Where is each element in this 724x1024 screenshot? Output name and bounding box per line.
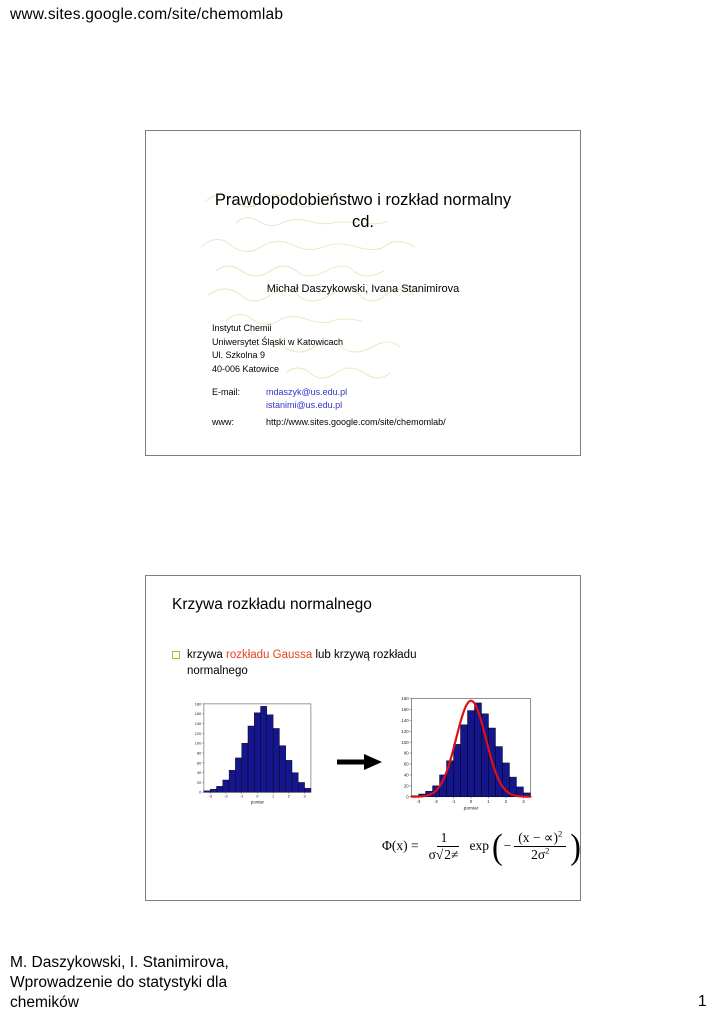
svg-text:3: 3 [522, 799, 525, 804]
footer-line: M. Daszykowski, I. Stanimirova, [10, 954, 229, 971]
bullet-square-icon [172, 651, 180, 659]
svg-text:-2: -2 [434, 799, 438, 804]
svg-text:120: 120 [195, 731, 202, 736]
formula-frac2-num-base: (x − ∝) [518, 830, 558, 845]
formula-frac2-den: 2σ2 [527, 845, 553, 863]
slide-title-page: Prawdopodobieństwo i rozkład normalny cd.… [145, 130, 581, 456]
formula-frac2-num: (x − ∝)2 [514, 828, 567, 847]
svg-text:1: 1 [272, 794, 274, 799]
formula-left-paren: ( [491, 825, 503, 866]
svg-text:100: 100 [401, 740, 409, 745]
address-line: 40-006 Katowice [212, 363, 280, 374]
slide1-title-line2: cd. [351, 213, 374, 231]
svg-text:140: 140 [195, 721, 202, 726]
svg-text:2: 2 [288, 794, 290, 799]
page-number: 1 [698, 993, 707, 1010]
svg-text:60: 60 [197, 760, 202, 765]
formula-frac1-den: σ√2≠ [425, 845, 464, 863]
bullet-text-pre: krzywa [187, 649, 226, 661]
email-row: E-mail: mdaszyk@us.edu.pl [212, 386, 446, 399]
svg-text:-1: -1 [240, 794, 243, 799]
svg-text:pomiar: pomiar [251, 800, 265, 805]
formula-fraction-1: 1 σ√2≠ [425, 830, 464, 862]
email-label-spacer [212, 399, 266, 412]
slide1-title-line1: Prawdopodobieństwo i rozkład normalny [214, 191, 512, 209]
bullet-text-highlight: rozkładu Gaussa [225, 649, 313, 661]
formula-exp-label: exp [469, 838, 489, 854]
email-link-1[interactable]: mdaszyk@us.edu.pl [266, 387, 348, 397]
formula-frac2-den-exp: 2 [545, 845, 550, 856]
slide-gauss-curve: Krzywa rozkładu normalnego krzywa rozkła… [145, 575, 581, 901]
www-label: www: [212, 417, 234, 427]
svg-text:160: 160 [401, 707, 409, 712]
formula-frac2-den-base: 2σ [531, 846, 546, 862]
slide1-address-block: Instytut Chemii Uniwersytet Śląski w Kat… [212, 322, 343, 376]
bullet-item: krzywa rozkładu Gaussa lub krzywą rozkła… [172, 648, 472, 679]
formula-fraction-2: (x − ∝)2 2σ2 [514, 828, 567, 863]
svg-text:180: 180 [401, 696, 409, 701]
svg-text:pomiar: pomiar [464, 805, 479, 811]
svg-text:60: 60 [404, 762, 409, 767]
svg-text:80: 80 [197, 750, 202, 755]
svg-text:0: 0 [256, 794, 259, 799]
formula-radicand: 2≠ [443, 845, 460, 862]
formula-frac1-num: 1 [436, 830, 452, 847]
gauss-formula: Φ(x) = 1 σ√2≠ exp ( − (x − ∝)2 2σ2 ) [382, 825, 581, 866]
www-url: http://www.sites.google.com/site/chemoml… [266, 417, 446, 427]
footer-line: chemików [10, 994, 79, 1011]
svg-text:100: 100 [195, 741, 202, 746]
svg-text:160: 160 [195, 711, 202, 716]
bullet-text-post: lub krzywą rozkładu normalnego [187, 649, 417, 677]
svg-text:0: 0 [406, 794, 409, 799]
address-line: Uniwersytet Śląski w Katowicach [212, 336, 344, 347]
slide1-title: Prawdopodobieństwo i rozkład normalny cd. [146, 189, 580, 233]
svg-text:140: 140 [401, 718, 409, 723]
svg-text:40: 40 [197, 770, 202, 775]
svg-text:20: 20 [197, 780, 202, 785]
svg-text:120: 120 [401, 729, 409, 734]
email-link-2[interactable]: istanimi@us.edu.pl [266, 400, 343, 410]
svg-text:0: 0 [199, 790, 202, 795]
svg-text:-3: -3 [208, 794, 211, 799]
footer-line: Wprowadzenie do statystyki dla [10, 974, 228, 991]
svg-text:0: 0 [470, 799, 473, 804]
svg-text:80: 80 [404, 751, 409, 756]
email-row: istanimi@us.edu.pl [212, 399, 446, 412]
formula-frac2-num-exp: 2 [558, 828, 563, 839]
svg-text:3: 3 [304, 794, 306, 799]
footer-citation: M. Daszykowski, I. Stanimirova, Wprowadz… [10, 953, 229, 1013]
svg-text:1: 1 [487, 799, 490, 804]
address-line: Instytut Chemii [212, 323, 272, 333]
right-arrow-icon [337, 754, 382, 770]
slide1-contact-block: E-mail: mdaszyk@us.edu.pl istanimi@us.ed… [212, 386, 446, 429]
svg-text:40: 40 [404, 773, 409, 778]
svg-text:180: 180 [195, 701, 202, 706]
svg-text:-3: -3 [417, 799, 421, 804]
histogram-with-gauss-curve-chart: 0 20 40 60 80 100 120 140 160 180 -3 -2 -1 0 1 2 3 pomiar [401, 696, 532, 811]
formula-sigma-sqrt: σ√ [428, 846, 444, 862]
histogram-chart: 0 20 40 60 80 100 120 140 160 180 -3 -2 -1 0 1 2 3 pomiar [195, 701, 312, 805]
www-row: www: http://www.sites.google.com/site/ch… [212, 416, 446, 429]
svg-text:-1: -1 [452, 799, 456, 804]
address-line: Ul. Szkolna 9 [212, 350, 266, 360]
svg-text:-2: -2 [224, 794, 227, 799]
formula-minus: − [503, 838, 512, 854]
header-url: www.sites.google.com/site/chemomlab [10, 6, 284, 23]
slide2-title: Krzywa rozkładu normalnego [172, 596, 372, 613]
email-label: E-mail: [212, 387, 241, 397]
svg-text:2: 2 [505, 799, 508, 804]
svg-text:20: 20 [404, 783, 409, 788]
formula-lhs: Φ(x) = [382, 838, 419, 854]
formula-right-paren: ) [570, 825, 581, 866]
slide1-authors: Michał Daszykowski, Ivana Stanimirova [266, 283, 460, 295]
